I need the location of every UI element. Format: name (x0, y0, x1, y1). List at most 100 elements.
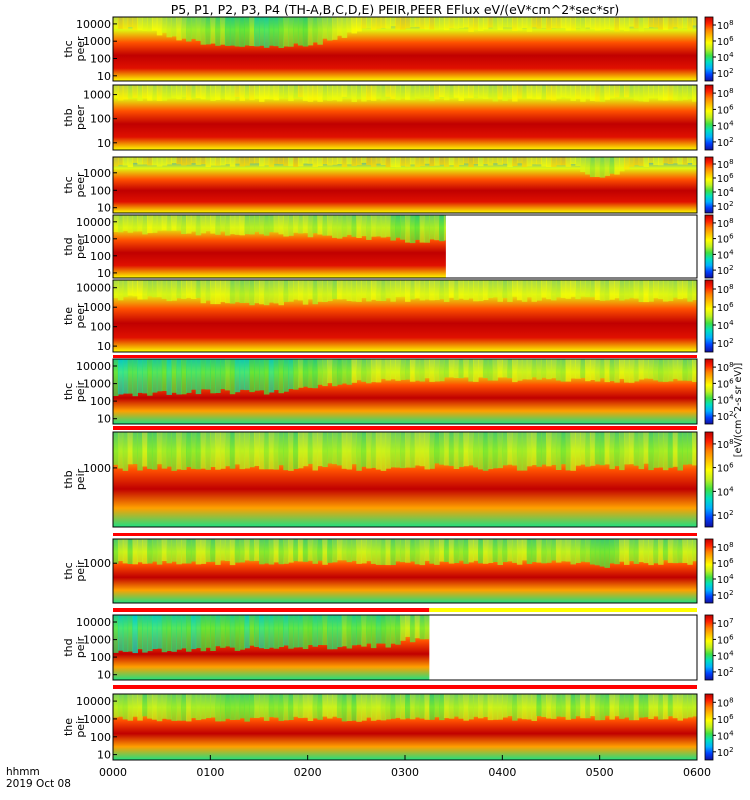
spectrogram-column (307, 85, 314, 102)
spectrogram-column (643, 17, 649, 29)
spectrogram-column (249, 432, 255, 468)
spectrogram-column (171, 615, 177, 652)
spectrogram-column (507, 432, 513, 465)
spectrogram-column (327, 280, 333, 302)
spectrogram-column (113, 85, 119, 99)
spectrogram-column (229, 17, 236, 46)
spectrogram-column (658, 85, 664, 101)
spectrogram-column (682, 694, 688, 719)
colorbar-axis-label: [eV/(cm^2-s sr eV)] (733, 363, 744, 457)
spectrogram-column (220, 85, 226, 99)
spectrogram-column (322, 359, 328, 387)
spectrogram-column (594, 85, 601, 102)
spectrogram-column (312, 694, 318, 719)
spectrogram-column (672, 157, 679, 164)
spectrogram-column (551, 359, 557, 379)
spectrogram-column (322, 615, 328, 646)
spectrogram-column (594, 359, 601, 382)
spectrogram-column (278, 85, 284, 99)
panel-frame (112, 279, 698, 353)
spectrogram-column (439, 694, 445, 721)
spectrogram-column (633, 157, 640, 166)
spectrogram-column (312, 85, 318, 101)
spectrogram-column (205, 615, 211, 648)
spectrogram-column (156, 539, 163, 565)
spectrogram-column (361, 432, 367, 467)
spectrogram-column (541, 432, 547, 465)
spectrogram-column (147, 432, 153, 469)
spectrogram-column (244, 215, 250, 235)
spectrogram-column (132, 359, 138, 397)
spectrogram-column (585, 85, 591, 99)
spectrogram-column (521, 539, 528, 561)
spectrogram-column (147, 157, 153, 166)
spectrogram-column (132, 215, 138, 232)
spectrogram-column (478, 359, 484, 378)
spectrogram-column (166, 539, 172, 564)
panel-label: thepeer (62, 303, 87, 329)
spectrogram-column (210, 615, 216, 651)
spectrogram-column (346, 280, 353, 301)
spectrogram-column (551, 157, 557, 167)
spectrogram-column (672, 694, 679, 719)
spectrogram-column (570, 85, 576, 101)
spectrogram-column (419, 215, 426, 243)
spectrogram-column (658, 359, 664, 382)
spectrogram-column (288, 359, 294, 389)
spectrogram-column (390, 359, 396, 380)
spectrogram-column (580, 17, 586, 31)
spectrogram-column (624, 432, 630, 465)
spectrogram-column (375, 85, 382, 99)
panel-label-probe: the (62, 307, 75, 325)
spectrogram-column (473, 85, 479, 97)
spectrogram-column (254, 694, 260, 718)
spectrogram-column (424, 215, 430, 243)
spectrogram-column (302, 539, 309, 562)
spectrogram-column (268, 615, 275, 648)
spectrogram-column (458, 85, 464, 101)
spectrogram-column (113, 280, 119, 299)
spectrogram-column (254, 215, 260, 232)
spectrogram-column (147, 694, 153, 719)
spectrogram-column (259, 157, 265, 167)
spectrogram-column (181, 539, 187, 564)
spectrogram-column (332, 280, 338, 299)
spectrogram-column (555, 17, 562, 29)
spectrogram-column (234, 359, 241, 393)
spectrogram-column (624, 694, 630, 718)
spectrogram-column (526, 85, 533, 99)
spectrogram-column (239, 615, 245, 650)
spectrogram-column (229, 215, 236, 235)
spectrogram-column (127, 280, 134, 296)
spectrogram-column (113, 17, 119, 29)
spectrogram-column (473, 539, 479, 561)
spectrogram-column (317, 157, 323, 167)
spectrogram-column (434, 157, 440, 166)
colorbar-tick-label: 108 (717, 438, 734, 451)
spectrogram-column (643, 280, 649, 303)
spectrogram-column (487, 157, 494, 166)
spectrogram-column (667, 539, 674, 563)
spectrogram-column (487, 432, 494, 470)
spectrogram-column (137, 615, 143, 650)
spectrogram-column (361, 694, 367, 721)
spectrogram-column (512, 17, 518, 31)
spectrogram-column (113, 157, 119, 167)
panel-label-probe: thc (62, 40, 75, 57)
spectrogram-column (662, 432, 669, 471)
spectrogram-column (448, 157, 455, 166)
spectrogram-column (531, 17, 537, 28)
spectrogram-column (181, 615, 187, 649)
spectrogram-column (580, 280, 586, 297)
spectrogram-column (492, 432, 499, 469)
spectrogram-column (546, 17, 552, 30)
spectrogram-column (429, 432, 435, 469)
spectrogram-column (385, 17, 391, 29)
spectrogram-column (448, 85, 455, 97)
spectrogram-column (468, 694, 474, 720)
spectrogram-column (468, 280, 474, 299)
colorbar-tick-label: 104 (717, 485, 734, 498)
spectrogram-column (692, 694, 697, 717)
spectrogram-column (346, 694, 353, 721)
spectrogram-column (405, 17, 411, 29)
